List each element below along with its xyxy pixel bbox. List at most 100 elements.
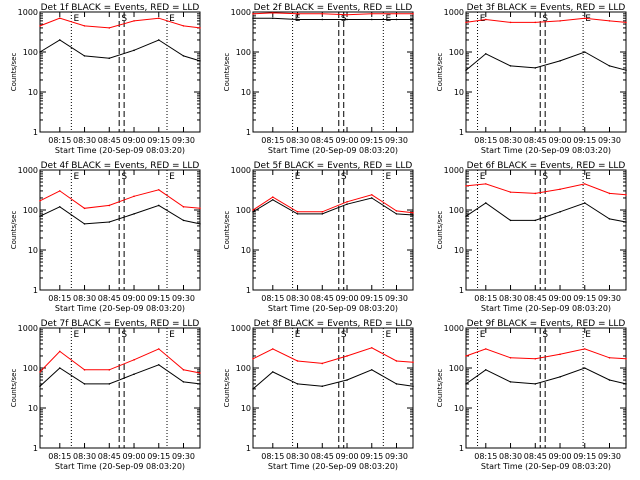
detector-plot-3: Det 3f BLACK = Events, RED = LLD 1 10 100 10… [436,3,627,155]
plot-title: Det 7f BLACK = Events, RED = LLD [41,319,200,329]
x-tick-label: 09:00 [122,452,145,461]
marker-label: E [73,14,79,24]
data-point-events [484,202,487,204]
data-point-lld [534,357,537,360]
series-line-events [253,17,413,20]
data-point-events [199,223,201,225]
data-point-lld [370,346,373,349]
plot-frame [252,327,414,449]
data-point-lld [157,348,160,350]
series-line-events [465,367,627,385]
data-point-events [271,198,274,201]
marker-label: E [295,330,301,340]
data-point-events [370,197,373,199]
data-point-events [465,215,467,217]
series-line-lld [252,12,413,16]
data-point-events [465,69,467,72]
series-line-lld [39,17,201,29]
marker-label: E [169,330,175,340]
x-tick-label: 09:30 [385,294,408,303]
data-point-events [58,206,61,208]
data-point-events [83,55,86,57]
x-tick-label: 08:30 [499,136,522,145]
x-axis-label: Start Time (20-Sep-09 08:03:20) [55,462,185,471]
data-point-lld [83,207,86,210]
x-axis-label: Start Time (20-Sep-09 08:03:20) [55,304,185,313]
marker-label: S [121,330,127,340]
x-tick-label: 08:45 [98,452,121,461]
x-tick-label: 09:15 [360,136,383,145]
data-point-events [182,381,185,383]
data-point-events [608,379,611,381]
x-tick-label: 09:00 [548,452,571,461]
marker-label: S [542,14,548,24]
marker-label: S [542,330,548,340]
detector-plot-6: Det 6f BLACK = Events, RED = LLD 1 10 100 10… [436,161,627,313]
y-tick-label: 100 [236,48,251,57]
marker-label: E [169,14,175,24]
data-point-lld [625,357,627,360]
series-line-events [39,39,201,62]
x-tick-label: 09:30 [385,452,408,461]
plot-frame [252,169,414,291]
series-line-lld [252,194,414,214]
data-point-lld [39,371,41,373]
y-tick-label: 1000 [231,166,251,175]
series-line-lld [465,348,627,360]
x-tick-label: 08:30 [499,294,522,303]
data-point-lld [83,369,86,371]
data-point-lld [625,193,627,196]
x-tick-label: 08:45 [524,136,547,145]
data-point-events [534,67,537,69]
y-tick-label: 10 [454,246,464,255]
data-point-lld [346,14,348,16]
x-tick-label: 08:15 [48,136,71,145]
y-tick-label: 1 [33,286,38,295]
data-point-lld [252,13,254,15]
plot-frame [465,327,627,449]
x-tick-label: 08:45 [311,452,334,461]
marker-label: E [480,330,486,340]
data-point-events [271,17,274,19]
plot-title: Det 3f BLACK = Events, RED = LLD [467,3,626,13]
marker-label: E [385,330,391,340]
data-point-lld [465,185,467,187]
x-tick-label: 09:30 [172,452,195,461]
y-tick-label: 1000 [18,8,38,17]
data-point-events [252,17,254,19]
y-tick-label: 10 [28,88,38,97]
marker-label: S [341,172,347,182]
y-tick-label: 10 [241,246,251,255]
data-point-lld [252,357,254,360]
y-tick-label: 1 [33,444,38,453]
data-point-lld [395,210,398,212]
x-tick-label: 08:30 [73,294,96,303]
data-point-lld [157,17,160,19]
data-point-lld [534,21,537,24]
data-point-events [321,385,324,388]
plot-title: Det 5f BLACK = Events, RED = LLD [254,161,413,171]
data-point-lld [199,372,201,374]
data-point-lld [509,21,512,24]
detector-plot-4: Det 4f BLACK = Events, RED = LLD 1 10 100 10… [10,161,201,313]
y-tick-label: 1 [246,286,251,295]
x-tick-label: 09:30 [598,136,621,145]
data-point-lld [465,355,467,357]
series-line-events [465,51,627,71]
data-point-events [39,385,41,388]
data-point-events [252,388,254,390]
plot-frame [465,11,627,133]
data-point-events [133,213,135,215]
data-point-events [559,211,561,213]
data-point-events [370,369,373,371]
data-point-lld [199,27,201,29]
x-tick-label: 09:00 [335,136,358,145]
y-axis-label: Counts/sec [223,211,231,250]
y-axis-label: Counts/sec [436,211,444,250]
y-axis-label: Counts/sec [223,53,231,92]
data-point-lld [534,192,537,195]
marker-label: S [121,172,127,182]
x-tick-label: 09:30 [172,294,195,303]
y-tick-label: 1000 [18,166,38,175]
data-point-events [484,53,487,55]
